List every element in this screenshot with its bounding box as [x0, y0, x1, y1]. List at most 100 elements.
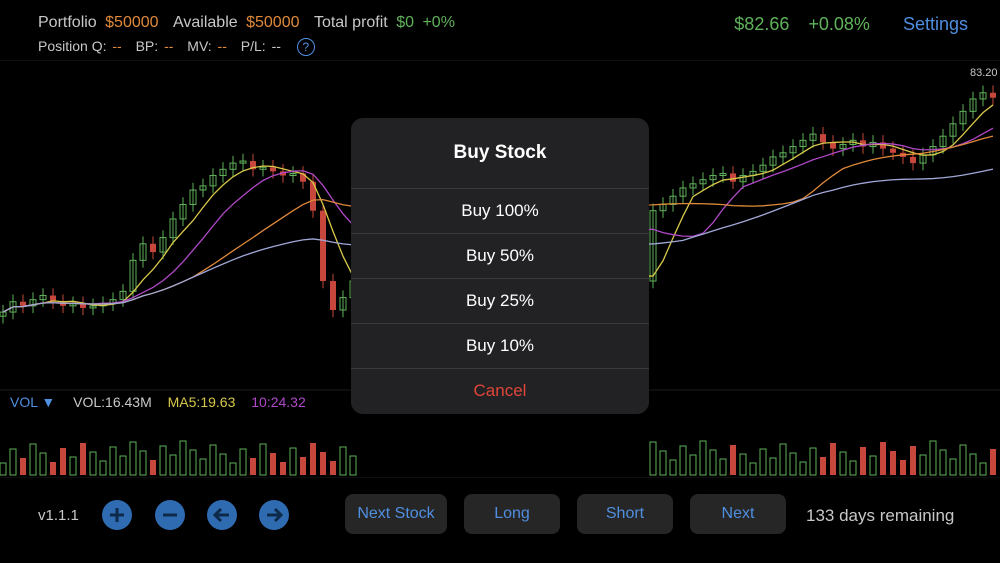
- volume-bar: [830, 443, 836, 475]
- candle-body: [300, 173, 306, 182]
- candle-body: [189, 189, 197, 205]
- zoom-out-icon[interactable]: [155, 500, 185, 530]
- candle-body: [860, 140, 866, 147]
- volume-bar: [820, 457, 826, 475]
- candle-body: [839, 143, 847, 150]
- cancel-button[interactable]: Cancel: [473, 381, 527, 400]
- volume-bar: [689, 454, 697, 476]
- candle-body: [880, 142, 886, 149]
- volume-bar: [60, 448, 66, 475]
- pl-label: P/L:: [240, 38, 266, 54]
- volume-bar: [270, 453, 276, 475]
- volume-bar: [199, 458, 207, 476]
- volume-bar: [759, 448, 767, 476]
- volume-bar: [330, 461, 336, 475]
- candle-body: [39, 295, 47, 301]
- candle-body: [779, 152, 787, 158]
- volume-bar: [849, 460, 857, 476]
- volume-bar: [129, 441, 137, 476]
- arrow-left-icon[interactable]: [207, 500, 237, 530]
- volume-value: VOL:16.43M: [73, 394, 152, 410]
- mv-label: MV:: [187, 38, 212, 54]
- volume-legend: VOL ▼ VOL:16.43M MA5:19.63 10:24.32: [10, 394, 306, 410]
- candle-body: [959, 110, 967, 125]
- volume-bar: [159, 445, 167, 476]
- volume-bar: [910, 446, 916, 475]
- candle-body: [150, 243, 156, 253]
- candle-body: [229, 162, 237, 170]
- buy-stock-dialog: Buy Stock Buy 100% Buy 50% Buy 25% Buy 1…: [351, 118, 649, 414]
- volume-bar: [39, 452, 47, 476]
- volume-bar: [860, 447, 866, 475]
- volume-bar: [169, 454, 177, 476]
- volume-bar: [969, 453, 977, 476]
- price-display: $82.66 +0.08% Settings: [734, 14, 972, 35]
- help-icon[interactable]: ?: [296, 38, 315, 57]
- mv-value: --: [217, 38, 227, 54]
- volume-bar: [259, 443, 267, 476]
- volume-bar: [209, 444, 217, 476]
- volume-bar: [89, 451, 97, 476]
- total-profit-pct: +0%: [422, 14, 455, 31]
- volume-bar: [959, 444, 967, 476]
- candle-body: [330, 281, 336, 310]
- candle-body: [789, 146, 797, 154]
- volume-bar: [119, 455, 127, 476]
- candle-body: [139, 243, 147, 261]
- candle-body: [119, 290, 127, 301]
- volume-bar: [50, 462, 56, 475]
- candle-body: [689, 183, 697, 189]
- buy-10-option[interactable]: Buy 10%: [351, 324, 649, 369]
- arrow-right-icon[interactable]: [259, 500, 289, 530]
- buy-25-option[interactable]: Buy 25%: [351, 279, 649, 324]
- long-button[interactable]: Long: [464, 494, 560, 534]
- volume-bar: [109, 446, 117, 476]
- next-button[interactable]: Next: [690, 494, 786, 534]
- volume-bar: [679, 445, 687, 476]
- volume-bar: [320, 452, 326, 475]
- volume-ma5: MA5:19.63: [167, 394, 236, 410]
- volume-indicator-selector[interactable]: VOL ▼: [10, 394, 59, 410]
- volume-bar: [229, 462, 237, 476]
- candle-body: [250, 161, 256, 170]
- bp-value: --: [164, 38, 174, 54]
- candle-body: [769, 156, 777, 166]
- volume-bar: [669, 459, 677, 476]
- price-chart[interactable]: 83.20: [0, 60, 1000, 478]
- account-summary: Portfolio $50000 Available $50000 Total …: [38, 14, 459, 32]
- volume-bar: [150, 460, 156, 475]
- zoom-in-icon[interactable]: [102, 500, 132, 530]
- volume-bar: [789, 452, 797, 476]
- buy-100-option[interactable]: Buy 100%: [351, 189, 649, 234]
- settings-button[interactable]: Settings: [902, 14, 968, 34]
- volume-bar: [339, 446, 347, 476]
- volume-bar: [250, 458, 256, 475]
- volume-bar: [799, 461, 807, 476]
- volume-bar: [699, 440, 707, 476]
- volume-bar: [139, 450, 147, 476]
- footer-toolbar: v1.1.1 Next Stock Long Short Next 133 da…: [0, 478, 1000, 563]
- candle-body: [270, 167, 276, 172]
- candle-body: [169, 218, 177, 239]
- position-summary: Position Q: -- BP: -- MV: -- P/L: -- ?: [38, 38, 317, 57]
- volume-bar: [289, 447, 297, 476]
- next-stock-button[interactable]: Next Stock: [345, 494, 447, 534]
- short-button[interactable]: Short: [577, 494, 673, 534]
- bp-label: BP:: [135, 38, 159, 54]
- volume-bar: [979, 462, 987, 476]
- dialog-title: Buy Stock: [351, 118, 649, 189]
- buy-50-option[interactable]: Buy 50%: [351, 234, 649, 279]
- app-version: v1.1.1: [38, 507, 79, 524]
- volume-bar: [29, 443, 37, 476]
- total-profit-value: $0: [396, 14, 414, 31]
- current-price: $82.66: [734, 14, 790, 34]
- volume-bar: [219, 453, 227, 476]
- candle-body: [969, 98, 977, 112]
- volume-bar: [809, 447, 817, 476]
- candle-body: [699, 179, 707, 185]
- available-label: Available: [173, 14, 238, 31]
- candle-body: [50, 295, 56, 302]
- volume-bar: [900, 460, 906, 475]
- position-q-label: Position Q:: [38, 38, 107, 54]
- volume-bar: [919, 454, 927, 476]
